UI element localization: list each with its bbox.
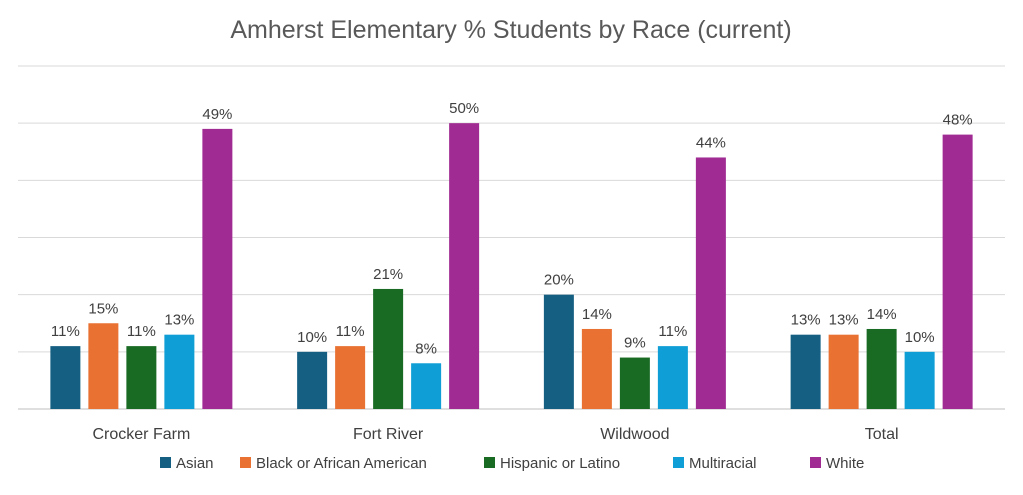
bar-white-crocker-farm: [202, 128, 233, 409]
bar-hispanic-or-latino-fort-river: [373, 288, 404, 409]
data-label: 49%: [202, 106, 232, 123]
data-labels: 11% 15% 11% 13% 49% 10% 11% 21% 8% 50% 20% 14% 9% 11%…: [51, 100, 973, 357]
bar-black-or-african-american-fort-river: [335, 346, 366, 409]
bar-multiracial-crocker-farm: [164, 334, 195, 409]
bar-white-wildwood: [695, 157, 726, 409]
data-label: 10%: [297, 329, 327, 346]
data-label: 9%: [624, 335, 646, 352]
bar-black-or-african-american-crocker-farm: [88, 323, 119, 409]
legend-label: Black or African American: [256, 455, 427, 472]
bar-white-fort-river: [449, 123, 480, 410]
category-label: Fort River: [353, 426, 424, 443]
bar-hispanic-or-latino-crocker-farm: [126, 346, 157, 409]
data-label: 13%: [791, 312, 821, 329]
data-label: 11%: [127, 323, 156, 340]
bar-asian-total: [790, 334, 821, 409]
chart-title: Amherst Elementary % Students by Race (c…: [230, 16, 791, 44]
data-label: 15%: [88, 300, 118, 317]
data-label: 14%: [867, 306, 897, 323]
legend-swatch: [160, 457, 171, 468]
legend-swatch: [673, 457, 684, 468]
data-label: 14%: [582, 306, 612, 323]
legend-swatch: [810, 457, 821, 468]
legend-label: White: [826, 455, 864, 472]
bar-multiracial-wildwood: [657, 346, 688, 409]
legend-label: Asian: [176, 455, 214, 472]
bar-asian-wildwood: [543, 294, 574, 409]
data-label: 20%: [544, 272, 574, 289]
data-label: 11%: [51, 323, 80, 340]
bar-white-total: [942, 134, 973, 409]
data-label: 44%: [696, 134, 726, 151]
category-label: Total: [865, 426, 899, 443]
data-label: 11%: [658, 323, 687, 340]
category-label: Crocker Farm: [92, 426, 190, 443]
category-labels: Crocker Farm Fort River Wildwood Total: [92, 426, 898, 443]
data-label: 48%: [943, 112, 973, 129]
data-label: 50%: [449, 100, 479, 117]
legend-label: Multiracial: [689, 455, 757, 472]
bar-black-or-african-american-total: [828, 334, 859, 409]
data-label: 13%: [829, 312, 859, 329]
legend: Asian Black or African American Hispanic o…: [160, 455, 864, 472]
data-label: 13%: [164, 312, 194, 329]
data-label: 21%: [373, 266, 403, 283]
legend-label: Hispanic or Latino: [500, 455, 620, 472]
legend-swatch: [240, 457, 251, 468]
data-label: 8%: [415, 340, 437, 357]
bar-hispanic-or-latino-wildwood: [619, 357, 650, 409]
bar-asian-fort-river: [297, 351, 328, 409]
data-label: 10%: [905, 329, 935, 346]
data-label: 11%: [336, 323, 365, 340]
bar-black-or-african-american-wildwood: [581, 328, 612, 409]
bar-multiracial-fort-river: [411, 363, 442, 409]
bar-asian-crocker-farm: [50, 346, 81, 409]
bar-hispanic-or-latino-total: [866, 328, 897, 409]
bar-multiracial-total: [904, 351, 935, 409]
bars: [50, 123, 973, 410]
legend-swatch: [484, 457, 495, 468]
category-label: Wildwood: [600, 426, 669, 443]
